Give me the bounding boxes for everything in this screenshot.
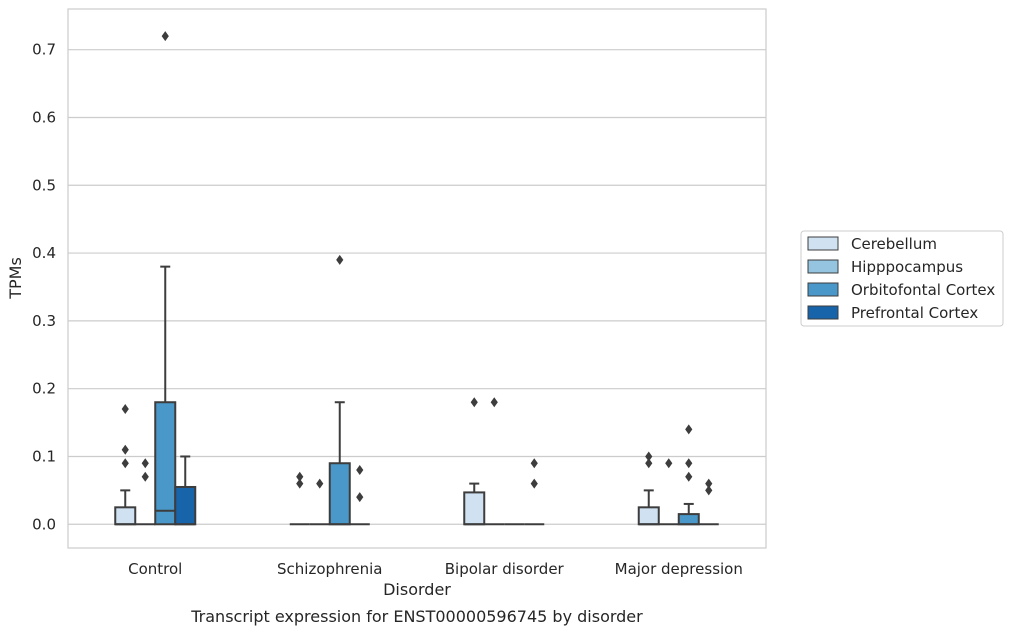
legend-label: Prefrontal Cortex (851, 304, 978, 322)
outlier-point (296, 478, 304, 489)
outlier-point (121, 404, 129, 415)
x-tick-label: Schizophrenia (277, 560, 382, 578)
y-tick-labels: 0.0 0.1 0.2 0.3 0.4 0.5 0.6 0.7 (32, 41, 56, 534)
x-tick-label: Control (128, 560, 182, 578)
legend-swatch (807, 236, 839, 251)
outlier-point (470, 397, 478, 408)
legend: Cerebellum Hipppocampus Orbitofontal Corte… (800, 230, 1004, 327)
box-2-0 (154, 265, 177, 526)
outlier-point (141, 458, 149, 469)
figure-caption: Transcript expression for ENST0000059674… (190, 607, 643, 626)
legend-frame (800, 230, 1004, 327)
outlier-point (685, 424, 693, 435)
outlier-point (121, 458, 129, 469)
legend-swatch (807, 305, 839, 320)
box-body (114, 506, 137, 526)
boxes (114, 265, 719, 526)
outlier-point (296, 471, 304, 482)
outlier-point (121, 444, 129, 455)
legend-swatch (807, 259, 839, 274)
outlier-point (336, 254, 344, 265)
outlier-point (705, 478, 713, 489)
box-2-3 (677, 502, 700, 526)
box-3-0 (174, 455, 197, 526)
box-body (154, 401, 177, 526)
y-tick-label: 0.4 (32, 244, 56, 262)
x-axis-title: Disorder (383, 580, 451, 599)
outlier-point (141, 471, 149, 482)
box-0-3 (637, 489, 660, 526)
y-tick-label: 0.6 (32, 108, 56, 126)
legend-label: Cerebellum (851, 235, 937, 253)
x-tick-labels: Control Schizophrenia Bipolar disorder Majo… (128, 560, 743, 578)
x-tick-label: Major depression (615, 560, 743, 578)
legend-label: Hipppocampus (851, 258, 963, 276)
outlier-point (665, 458, 673, 469)
outlier-point (490, 397, 498, 408)
outlier-point (530, 458, 538, 469)
y-tick-label: 0.0 (32, 515, 56, 533)
box-body (174, 485, 197, 526)
y-axis-title: TPMs (6, 257, 25, 300)
outlier-point (645, 451, 653, 462)
outlier-point (685, 471, 693, 482)
outlier-point (356, 465, 364, 476)
plot-area-frame (67, 8, 767, 549)
outlier-point (161, 31, 169, 42)
box-0-2 (463, 482, 486, 526)
outliers (121, 31, 713, 503)
outlier-point (356, 492, 364, 503)
outlier-point (705, 485, 713, 496)
legend-items: Cerebellum Hipppocampus Orbitofontal Corte… (807, 235, 995, 322)
box-body (328, 462, 351, 526)
legend-swatch (807, 282, 839, 297)
y-tick-label: 0.1 (32, 447, 56, 465)
outlier-point (316, 478, 324, 489)
y-tick-label: 0.2 (32, 380, 56, 398)
outlier-point (530, 478, 538, 489)
box-body (677, 513, 700, 526)
box-0-0 (114, 489, 137, 526)
y-tick-label: 0.5 (32, 176, 56, 194)
y-tick-label: 0.3 (32, 312, 56, 330)
outlier-point (685, 458, 693, 469)
legend-label: Orbitofontal Cortex (851, 281, 995, 299)
x-tick-label: Bipolar disorder (445, 560, 565, 578)
box-body (637, 506, 660, 526)
y-tick-label: 0.7 (32, 41, 56, 59)
outlier-point (645, 458, 653, 469)
box-body (463, 491, 486, 526)
box-2-1 (328, 401, 351, 526)
